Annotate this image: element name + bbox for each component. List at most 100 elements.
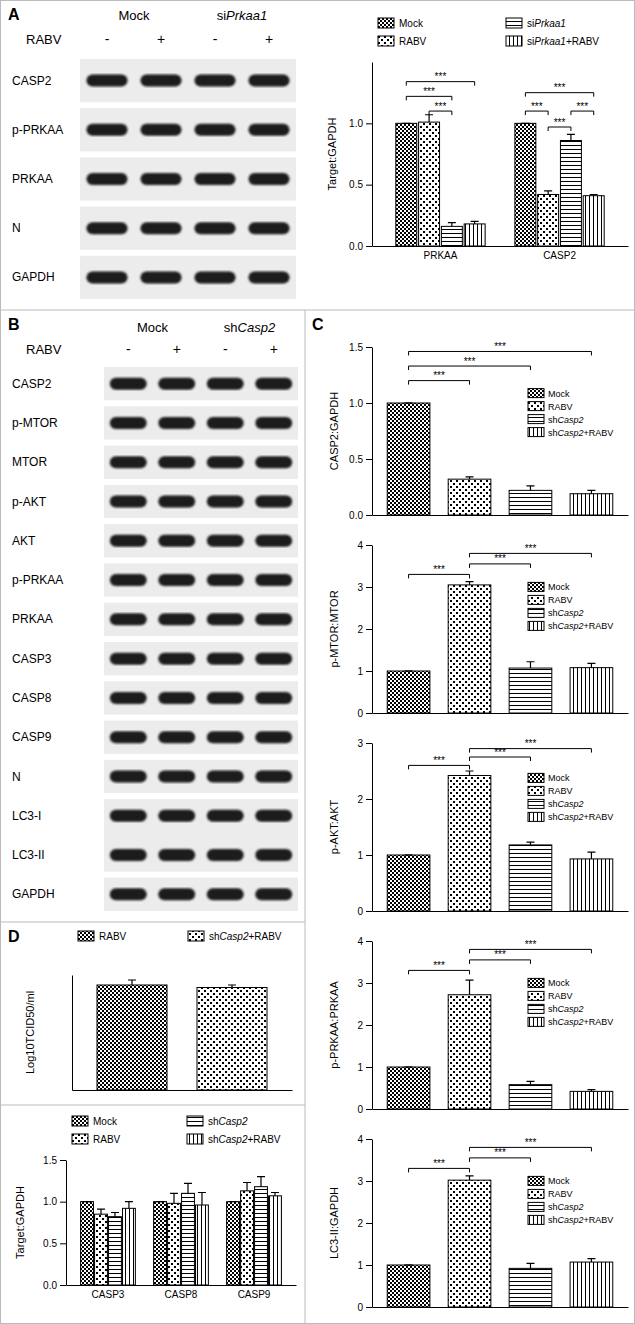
y-tick-mark (366, 713, 372, 714)
y-tick-label: 2 (357, 624, 363, 635)
label-part: Casp2 (558, 799, 584, 809)
y-tick: 1 (357, 666, 372, 677)
blot-sign: - (213, 31, 218, 47)
bar (570, 668, 613, 713)
legend-label: Mock (548, 1176, 570, 1186)
y-tick-mark (60, 1160, 66, 1161)
bar (570, 859, 613, 911)
blot-row-label: PRKAA (12, 612, 53, 626)
y-tick-mark (366, 459, 372, 460)
y-tick-label: 0 (357, 708, 363, 719)
y-axis: 01234 (357, 540, 372, 719)
y-tick: 2 (357, 624, 372, 635)
blot-membrane (104, 524, 298, 557)
panel-border (0, 922, 305, 923)
plot-marks (387, 582, 613, 713)
y-tick-mark (366, 1109, 372, 1110)
legend-label: Mock (548, 582, 570, 592)
blot-band (158, 574, 195, 586)
bar (81, 1202, 94, 1285)
bar (448, 995, 491, 1109)
y-tick-label: 3 (357, 738, 363, 749)
y-tick: 1 (357, 1260, 372, 1271)
y-axis-line (372, 744, 373, 912)
blot-membrane (104, 367, 298, 400)
error-bar (526, 1081, 534, 1084)
y-axis-title: p-MTOR:MTOR (328, 590, 340, 667)
blot-row-label: CASP9 (12, 730, 52, 744)
blot-band (86, 75, 127, 87)
significance-bracket (470, 1158, 531, 1162)
blot-row-label: p-PRKAA (12, 573, 63, 587)
blot-row-label: CASP3 (12, 652, 52, 666)
y-tick-label: 1 (357, 1260, 363, 1271)
bar (269, 1196, 282, 1285)
legend-swatch (528, 1215, 544, 1224)
x-axis-line (373, 713, 629, 714)
significance-label: *** (525, 939, 537, 950)
y-tick: 3 (357, 738, 372, 749)
blot-membrane (104, 642, 298, 675)
blot-band (255, 496, 292, 508)
label-part: Casp2 (220, 931, 249, 942)
significance-label: *** (494, 949, 506, 960)
blot-band (194, 124, 235, 136)
blot-band (158, 535, 195, 547)
y-tick-mark (366, 1139, 372, 1140)
y-tick: 0.0 (43, 1280, 66, 1291)
panel-letter: B (8, 316, 20, 333)
label-part: sh (548, 1215, 558, 1225)
x-axis-line (373, 515, 629, 516)
y-tick-label: 1.5 (349, 342, 363, 353)
blot-band (255, 810, 292, 822)
bar (509, 668, 552, 713)
blot-row-label: PRKAA (12, 172, 53, 186)
legend-swatch (188, 931, 204, 941)
bar (515, 123, 536, 246)
blot-band (207, 574, 244, 586)
y-axis-title: p-PRKAA:PRKAA (328, 981, 340, 1069)
y-axis-title: CASP2:GAPDH (328, 392, 340, 470)
significance-bracket (470, 960, 531, 964)
blot-row-label: p-AKT (12, 495, 47, 509)
legend-swatch (72, 1116, 88, 1126)
legend-swatch (506, 18, 522, 28)
y-axis: 0.00.51.0 (349, 63, 372, 252)
blot-band (158, 496, 195, 508)
significance-label: *** (435, 71, 447, 82)
x-axis (373, 1307, 629, 1308)
chart: 0.00.51.01.5CASP3CASP8CASP9Target:GAPDHM… (14, 1116, 297, 1300)
error-bar (405, 402, 413, 403)
x-axis-line (373, 911, 629, 912)
x-tick: CASP3 (92, 1285, 125, 1300)
label-part: sh (548, 1202, 558, 1212)
chart: 0123p-AKT:AKT*********MockRABVshCasp2shC… (328, 738, 629, 917)
blot-membrane (104, 603, 298, 636)
figure: ABCDMocksiPrkaa1RABV-+-+CASP2p-PRKAAPRKA… (0, 0, 635, 1324)
error-bar (128, 980, 136, 985)
bar (509, 1085, 552, 1109)
significance-label: *** (433, 755, 445, 766)
y-tick-mark (366, 911, 372, 912)
y-tick-label: 4 (357, 540, 363, 551)
significance-label: *** (494, 341, 506, 352)
label-part: sh (209, 931, 220, 942)
y-tick: 0 (357, 1104, 372, 1115)
blot-membrane (104, 563, 298, 596)
error-bar (170, 1193, 178, 1203)
y-axis: 0.00.51.01.5 (349, 342, 372, 521)
blot-band (207, 613, 244, 625)
blot-group-label: Mock (137, 320, 169, 335)
panel-border (0, 1105, 305, 1106)
panel-letter: C (312, 316, 324, 333)
bar (570, 494, 613, 515)
blot-band (158, 771, 195, 783)
blot-band (110, 417, 147, 429)
legend: MockRABVsiPrkaa1siPrkaa1+RABV (378, 18, 599, 47)
blot-sign: - (126, 341, 131, 357)
legend-swatch (187, 1116, 203, 1126)
bar (448, 479, 491, 515)
blot-condition-label: RABV (26, 342, 62, 357)
legend-swatch (528, 1202, 544, 1211)
legend-label: shCasp2+RABV (548, 428, 613, 438)
